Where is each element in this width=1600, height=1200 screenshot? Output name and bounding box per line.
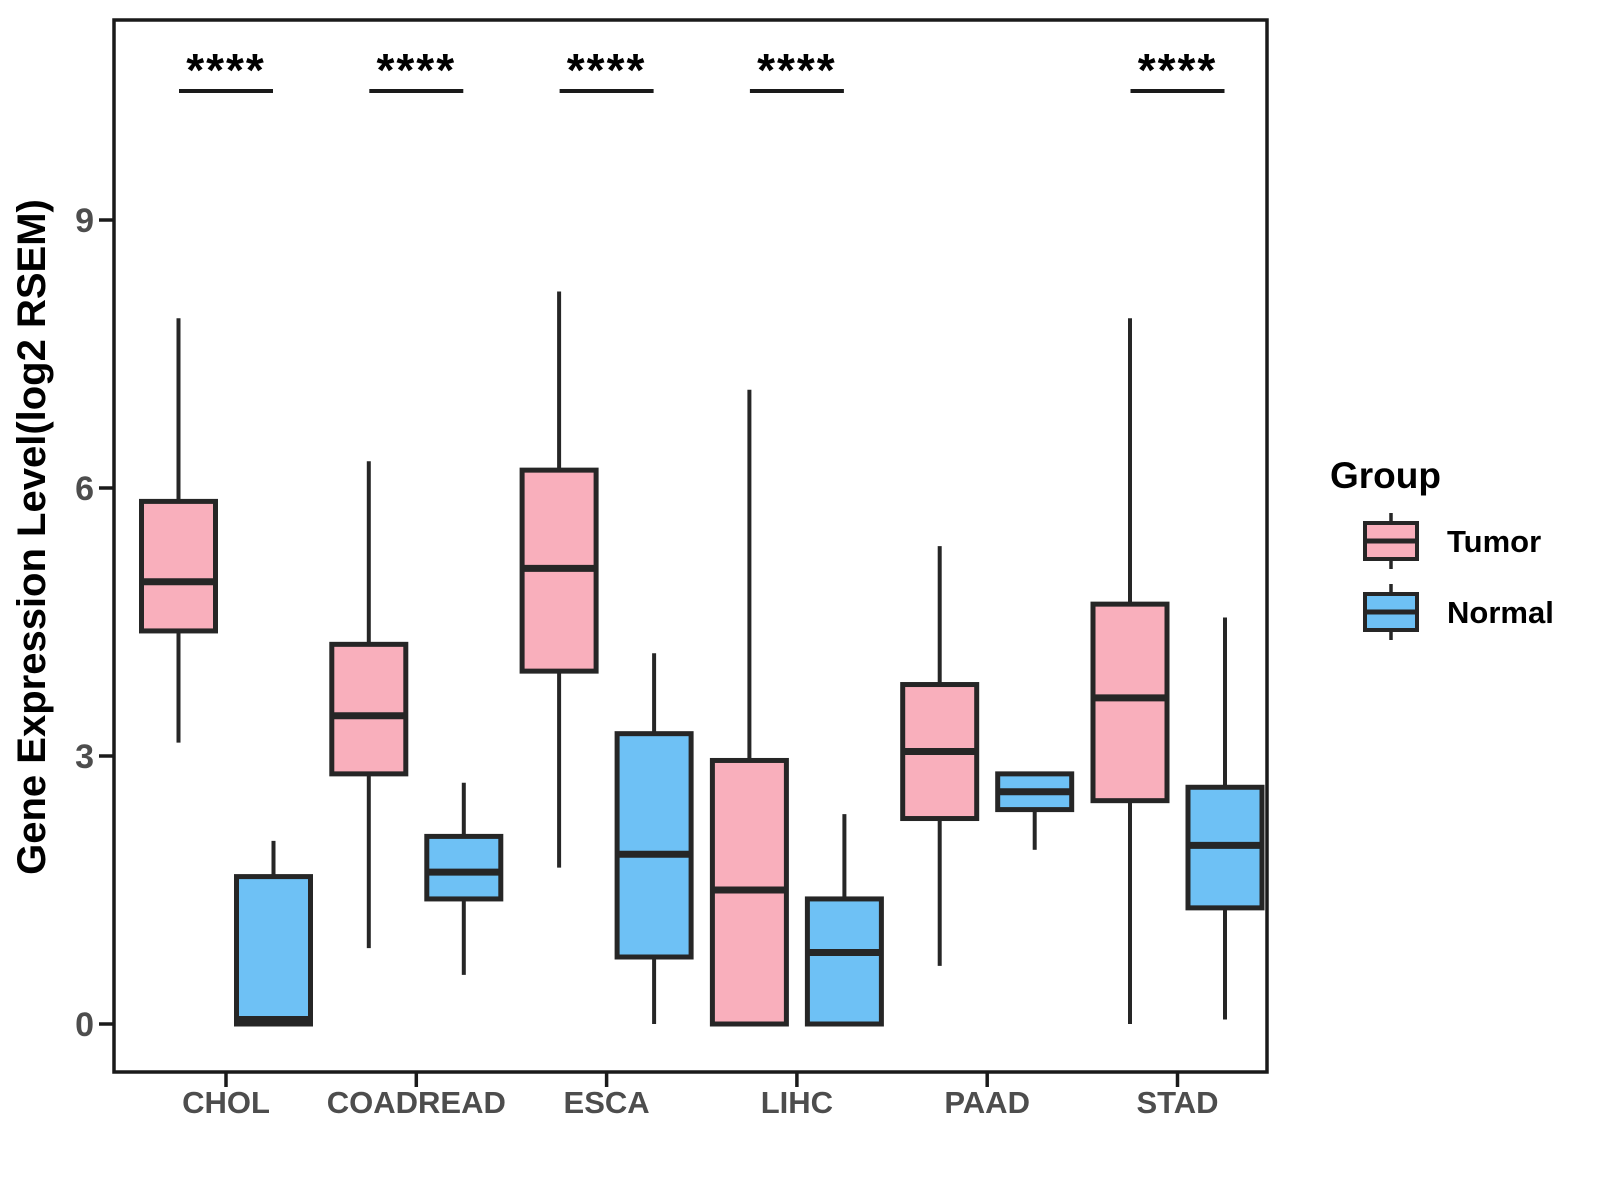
box-ESCA-Normal bbox=[614, 731, 694, 960]
x-category-label: LIHC bbox=[761, 1085, 833, 1120]
legend-title: Group bbox=[1330, 455, 1441, 496]
significance-stars-ESCA: **** bbox=[567, 44, 647, 96]
legend-label-Normal: Normal bbox=[1447, 595, 1554, 630]
box-COADREAD-Tumor bbox=[329, 641, 409, 777]
x-category-label: ESCA bbox=[564, 1085, 650, 1120]
x-category-label: CHOL bbox=[182, 1085, 270, 1120]
box-CHOL-Normal bbox=[234, 874, 313, 1027]
y-tick-label: 3 bbox=[75, 738, 94, 776]
box-STAD-Tumor bbox=[1090, 601, 1170, 804]
box-CHOL-Tumor bbox=[139, 498, 218, 634]
significance-stars-LIHC: **** bbox=[757, 44, 837, 96]
y-tick-label: 0 bbox=[75, 1006, 94, 1044]
y-axis-title: Gene Expression Level(log2 RSEM) bbox=[10, 199, 54, 875]
y-tick-label: 9 bbox=[75, 202, 94, 240]
x-category-label: STAD bbox=[1136, 1085, 1218, 1120]
significance-stars-STAD: **** bbox=[1138, 44, 1218, 96]
x-category-label: COADREAD bbox=[327, 1085, 506, 1120]
box-COADREAD-Normal bbox=[424, 833, 504, 902]
significance-stars-CHOL: **** bbox=[186, 44, 266, 96]
y-tick-label: 6 bbox=[75, 470, 94, 508]
x-category-label: PAAD bbox=[944, 1085, 1030, 1120]
legend-label-Tumor: Tumor bbox=[1447, 524, 1541, 559]
significance-stars-COADREAD: **** bbox=[376, 44, 456, 96]
box-LIHC-Normal bbox=[804, 896, 884, 1027]
